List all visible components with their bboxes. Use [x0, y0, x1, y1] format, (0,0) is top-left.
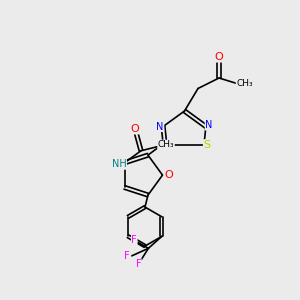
Text: N: N [205, 120, 213, 130]
Text: CH₃: CH₃ [158, 140, 174, 149]
Text: NH: NH [112, 159, 127, 169]
Text: S: S [203, 140, 211, 150]
Text: N: N [156, 122, 164, 131]
Text: CH₃: CH₃ [236, 80, 253, 88]
Text: O: O [164, 170, 173, 180]
Text: O: O [214, 52, 224, 62]
Text: F: F [124, 251, 129, 261]
Text: F: F [131, 235, 137, 245]
Text: O: O [130, 124, 140, 134]
Text: F: F [136, 259, 141, 269]
